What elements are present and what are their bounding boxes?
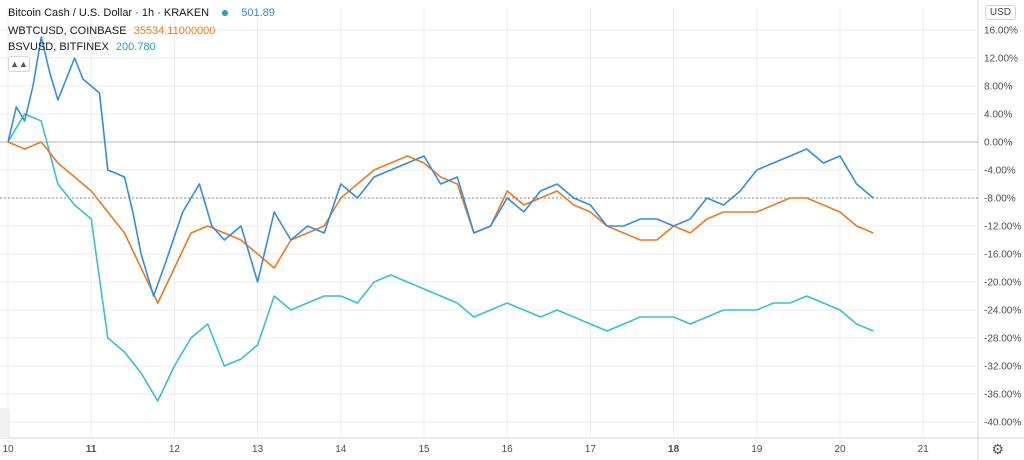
y-tick-label: -24.00% (984, 306, 1021, 317)
legend-main-title: Bitcoin Cash / U.S. Dollar · 1h · KRAKEN (8, 7, 210, 19)
x-tick-label: 16 (502, 444, 514, 455)
series-line-bsvusd (7, 113, 874, 402)
y-tick-label: -28.00% (984, 334, 1021, 345)
x-tick-label: 21 (918, 444, 930, 455)
live-status-dot (222, 9, 229, 16)
y-tick-label: 0.00% (984, 138, 1012, 149)
x-tick-label: 19 (751, 444, 763, 455)
y-tick-label: -20.00% (984, 278, 1021, 289)
x-axis: 10 11 12 13 14 15 16 17 18 19 20 21 (2, 444, 929, 455)
legend-wbtc-value: 35534.11000000 (133, 25, 216, 37)
legend-wbtc-title: WBTCUSD, COINBASE (8, 25, 127, 37)
y-tick-label: 4.00% (984, 110, 1012, 121)
x-tick-label: 17 (585, 444, 597, 455)
x-tick-label: 12 (169, 444, 181, 455)
x-tick-label: 11 (86, 444, 97, 455)
legend-bsv-value: 200.780 (115, 41, 156, 53)
y-tick-label: -16.00% (984, 250, 1021, 261)
x-tick-label: 18 (668, 444, 680, 455)
y-tick-label: -32.00% (984, 362, 1021, 373)
y-tick-label: 12.00% (984, 54, 1018, 65)
y-tick-label: 8.00% (984, 82, 1012, 93)
series-line-bchusd (7, 36, 874, 297)
series-line-wbtcusd (7, 141, 874, 304)
y-tick-label: -4.00% (984, 166, 1016, 177)
x-tick-label: 15 (418, 444, 430, 455)
legend-wbtc[interactable]: WBTCUSD, COINBASE 35534.11000000 (8, 24, 215, 38)
y-tick-label: -12.00% (984, 222, 1021, 233)
y-tick-label: -40.00% (984, 418, 1021, 429)
y-tick-label: -36.00% (984, 390, 1021, 401)
y-axis: 16.00% 12.00% 8.00% 4.00% 0.00% -4.00% -8.00% -… (984, 26, 1021, 429)
x-tick-label: 20 (834, 444, 846, 455)
x-tick-label: 14 (335, 444, 347, 455)
currency-button[interactable]: USD (984, 5, 1016, 20)
legend-main-value: 501.89 (241, 7, 275, 19)
gear-icon[interactable]: ⚙ (991, 441, 1004, 457)
x-tick-label: 10 (2, 444, 14, 455)
legend-bsv[interactable]: BSVUSD, BITFINEX 200.780 (8, 40, 156, 54)
collapse-legend-button[interactable]: ▲▲ (8, 56, 30, 72)
legend-bsv-title: BSVUSD, BITFINEX (8, 41, 109, 53)
series-layer (7, 36, 874, 402)
y-tick-label: 16.00% (984, 26, 1018, 37)
side-handle[interactable] (0, 408, 10, 438)
x-tick-label: 13 (252, 444, 264, 455)
legend-main[interactable]: Bitcoin Cash / U.S. Dollar · 1h · KRAKEN… (8, 6, 275, 20)
y-tick-label: -8.00% (984, 194, 1016, 205)
